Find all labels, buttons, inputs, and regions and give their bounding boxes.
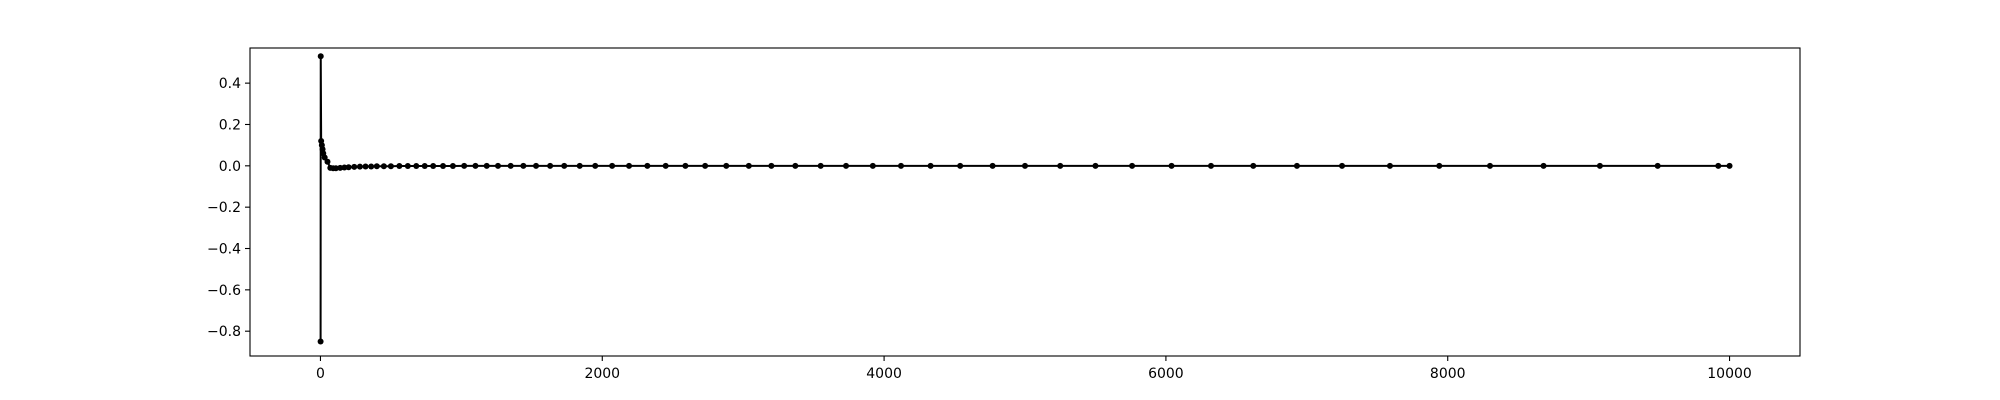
y-tick-label: 0.4 (219, 76, 241, 92)
data-point (1596, 162, 1603, 169)
data-point (404, 163, 411, 170)
data-point (396, 163, 403, 170)
data-point (520, 162, 527, 169)
data-point (609, 162, 616, 169)
data-point (345, 164, 352, 171)
data-point (702, 162, 709, 169)
data-point (1436, 162, 1443, 169)
data-point (927, 162, 934, 169)
data-point (957, 162, 964, 169)
data-point (1208, 162, 1214, 169)
y-axis: −0.8 −0.6 −0.4 −0.2 0.0 0.2 0.4 (207, 76, 250, 340)
data-point (380, 163, 387, 170)
data-point (768, 162, 775, 169)
data-point (547, 162, 554, 169)
data-point (898, 162, 904, 169)
data-point (356, 163, 363, 170)
data-point (561, 162, 568, 169)
axes-frame (249, 47, 1801, 357)
y-tick-label: −0.6 (207, 283, 241, 299)
y-tick-label: 0.0 (219, 159, 241, 175)
plot-area (317, 53, 1733, 345)
x-tick-label: 8000 (1430, 366, 1466, 382)
data-point (1715, 162, 1722, 169)
data-point (592, 162, 599, 169)
data-point (662, 162, 669, 169)
data-point (1487, 162, 1493, 169)
data-point (1168, 162, 1175, 169)
data-point (483, 162, 490, 169)
data-point (440, 163, 447, 170)
x-tick-label: 2000 (584, 366, 620, 382)
y-tick-label: 0.2 (219, 117, 241, 133)
data-point (723, 162, 730, 169)
data-point (533, 162, 540, 169)
x-axis: 0 2000 4000 6000 8000 10000 (316, 356, 1752, 382)
data-point (1386, 162, 1393, 169)
data-point (495, 162, 501, 169)
data-point (387, 163, 394, 170)
data-point (317, 338, 324, 345)
data-point (351, 163, 358, 170)
data-point (1654, 162, 1661, 169)
data-point (1022, 162, 1028, 169)
y-tick-label: −0.2 (207, 200, 241, 216)
x-tick-label: 10000 (1707, 366, 1752, 382)
data-point (373, 163, 380, 170)
data-point (1250, 162, 1257, 169)
data-point (745, 162, 752, 169)
data-point (869, 162, 876, 169)
x-tick-label: 0 (316, 366, 325, 382)
data-point (430, 163, 437, 170)
data-point (682, 162, 689, 169)
data-point (1129, 162, 1136, 169)
data-point (461, 162, 468, 169)
data-point (1092, 162, 1099, 169)
data-point (472, 162, 479, 169)
data-point (1293, 162, 1300, 169)
data-point (1339, 162, 1346, 169)
y-tick-label: −0.4 (207, 242, 241, 258)
data-point (1540, 162, 1547, 169)
data-point (421, 163, 428, 170)
data-point (576, 162, 583, 169)
data-point (1057, 162, 1064, 169)
y-tick-label: −0.8 (207, 324, 241, 340)
data-point (644, 162, 651, 169)
data-point (449, 163, 456, 170)
data-point (362, 163, 369, 170)
data-point (626, 162, 633, 169)
data-point (507, 162, 514, 169)
data-point (341, 164, 348, 171)
data-point (792, 162, 799, 169)
data-point (317, 53, 324, 60)
data-point (1726, 162, 1733, 169)
x-tick-label: 4000 (866, 366, 902, 382)
series-line (319, 55, 1730, 342)
x-tick-label: 6000 (1148, 366, 1184, 382)
data-point (989, 162, 996, 169)
data-point (324, 158, 331, 165)
data-point (843, 162, 850, 169)
data-point (413, 163, 420, 170)
data-point (368, 163, 375, 170)
data-point (817, 162, 824, 169)
